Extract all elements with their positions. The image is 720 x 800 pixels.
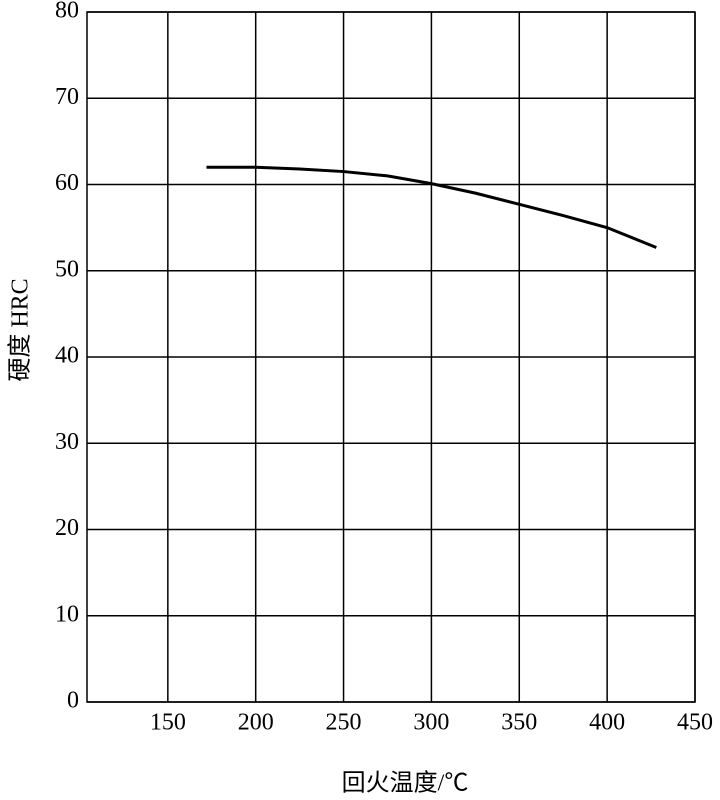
y-tick-label: 80 — [55, 0, 79, 24]
x-tick-label: 300 — [413, 710, 449, 736]
x-tick-label: 350 — [501, 710, 537, 736]
y-tick-label: 50 — [55, 256, 79, 282]
y-tick-label: 60 — [55, 170, 79, 196]
y-tick-label: 0 — [67, 688, 79, 714]
x-tick-label: 450 — [677, 710, 713, 736]
y-axis-label: 硬度 HRC — [7, 278, 34, 381]
x-tick-label: 250 — [326, 710, 362, 736]
x-tick-label: 400 — [589, 710, 625, 736]
y-tick-label: 70 — [55, 84, 79, 110]
y-tick-label: 40 — [55, 343, 79, 369]
y-tick-label: 30 — [55, 429, 79, 455]
x-tick-label: 150 — [150, 710, 186, 736]
x-tick-label: 200 — [238, 710, 274, 736]
y-tick-label: 10 — [55, 601, 79, 627]
data-line — [206, 165, 657, 249]
x-axis-label: 回火温度/℃ — [342, 770, 469, 797]
y-tick-label: 20 — [55, 515, 79, 541]
